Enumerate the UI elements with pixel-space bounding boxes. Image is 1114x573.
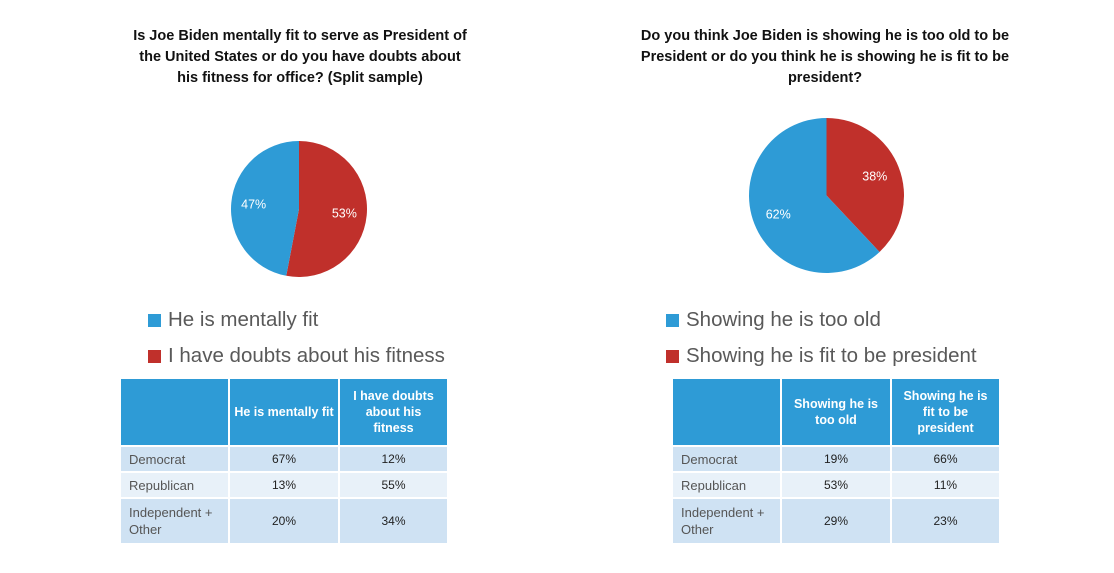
table-cell: 13%	[229, 471, 340, 498]
row-label: Republican	[673, 471, 782, 498]
legend-label: He is mentally fit	[168, 308, 319, 331]
data-label: 38%	[862, 169, 887, 183]
table-cell: 55%	[339, 471, 447, 498]
data-label: 47%	[241, 198, 266, 212]
pie-chart: 62% 38%	[749, 118, 904, 273]
table-header-cell: He is mentally fit	[229, 379, 340, 446]
chart-panel-mental-fitness: Is Joe Biden mentally fit to serve as Pr…	[121, 28, 467, 543]
table-cell: 66%	[891, 445, 999, 472]
legend-label: Showing he is too old	[686, 308, 881, 331]
chart-legend: He is mentally fit I have doubts about h…	[148, 302, 445, 374]
table-header-cell	[673, 379, 782, 446]
pie-chart: 47% 53%	[231, 141, 367, 277]
legend-swatch-red	[666, 349, 679, 363]
chart-title: Is Joe Biden mentally fit to serve as Pr…	[133, 28, 467, 86]
table-cell: 11%	[891, 471, 999, 498]
table-cell: 19%	[781, 445, 892, 472]
pie-slice	[286, 141, 367, 277]
data-label: 62%	[766, 208, 791, 222]
table-row: Republican 53% 11%	[673, 471, 999, 498]
legend-item: I have doubts about his fitness	[148, 338, 445, 374]
table-cell: 12%	[339, 445, 447, 472]
data-label: 53%	[332, 206, 357, 220]
table-row: Independent + Other 20% 34%	[121, 497, 447, 543]
table-row: Independent + Other 29% 23%	[673, 497, 999, 543]
table-cell: 29%	[781, 497, 892, 543]
table-row: Democrat 19% 66%	[673, 445, 999, 472]
table-cell: 67%	[229, 445, 340, 472]
row-label: Independent + Other	[673, 497, 782, 543]
legend-item: Showing he is fit to be president	[666, 338, 977, 374]
table-cell: 34%	[339, 497, 447, 543]
legend-label: Showing he is fit to be president	[686, 344, 977, 367]
chart-title: Do you think Joe Biden is showing he is …	[640, 28, 1010, 86]
row-label: Republican	[121, 471, 230, 498]
table-header-cell	[121, 379, 230, 446]
breakdown-table: He is mentally fit I have doubts about h…	[121, 379, 447, 543]
table-header-cell: Showing he is fit to be president	[891, 379, 999, 446]
legend-swatch-blue	[666, 313, 679, 327]
breakdown-table: Showing he is too old Showing he is fit …	[673, 379, 999, 543]
legend-swatch-red	[148, 349, 161, 363]
table-row: Democrat 67% 12%	[121, 445, 447, 472]
chart-legend: Showing he is too old Showing he is fit …	[666, 302, 977, 374]
table-row: Republican 13% 55%	[121, 471, 447, 498]
pie-slice	[231, 141, 299, 276]
row-label: Democrat	[121, 445, 230, 472]
legend-swatch-blue	[148, 313, 161, 327]
row-label: Democrat	[673, 445, 782, 472]
legend-label: I have doubts about his fitness	[168, 344, 445, 367]
table-header-cell: I have doubts about his fitness	[339, 379, 447, 446]
table-cell: 23%	[891, 497, 999, 543]
legend-item: Showing he is too old	[666, 302, 977, 338]
table-cell: 53%	[781, 471, 892, 498]
legend-item: He is mentally fit	[148, 302, 445, 338]
pie-slice	[749, 118, 880, 273]
row-label: Independent + Other	[121, 497, 230, 543]
table-cell: 20%	[229, 497, 340, 543]
chart-panel-too-old: Do you think Joe Biden is showing he is …	[600, 0, 1114, 573]
pie-slice	[826, 118, 904, 252]
table-header-cell: Showing he is too old	[781, 379, 892, 446]
